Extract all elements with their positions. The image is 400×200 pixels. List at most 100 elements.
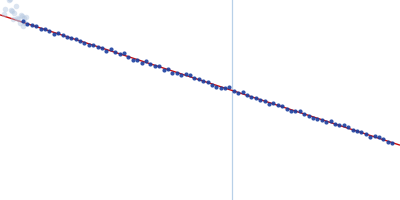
Point <box>143 60 149 63</box>
Point <box>134 58 140 62</box>
Point <box>7 0 13 1</box>
Point <box>90 43 96 46</box>
Point <box>130 58 136 61</box>
Point <box>327 119 334 123</box>
Point <box>160 68 167 71</box>
Point <box>17 13 24 16</box>
Point <box>152 64 158 68</box>
Point <box>169 71 176 75</box>
Point <box>112 51 118 54</box>
Point <box>200 80 206 83</box>
Point <box>156 64 162 67</box>
Point <box>178 73 184 77</box>
Point <box>340 124 347 127</box>
Point <box>59 33 66 36</box>
Point <box>15 18 22 21</box>
Point <box>187 73 193 77</box>
Point <box>108 48 114 51</box>
Point <box>253 96 259 100</box>
Point <box>125 55 132 58</box>
Point <box>279 104 286 107</box>
Point <box>103 49 110 53</box>
Point <box>257 98 264 101</box>
Point <box>218 87 224 90</box>
Point <box>240 90 246 94</box>
Point <box>72 37 79 41</box>
Point <box>174 71 180 75</box>
Point <box>77 40 83 43</box>
Point <box>16 21 23 24</box>
Point <box>222 86 228 89</box>
Point <box>266 102 272 105</box>
Point <box>376 136 382 139</box>
Point <box>389 141 395 144</box>
Point <box>301 113 307 116</box>
Point <box>209 83 215 86</box>
Point <box>235 91 242 95</box>
Point <box>116 53 123 56</box>
Point <box>138 62 145 65</box>
Point <box>380 138 386 141</box>
Point <box>196 77 202 80</box>
Point <box>354 129 360 132</box>
Point <box>37 27 44 30</box>
Point <box>314 118 320 121</box>
Point <box>121 52 127 55</box>
Point <box>371 135 378 138</box>
Point <box>22 16 29 19</box>
Point <box>94 45 101 48</box>
Point <box>14 16 21 19</box>
Point <box>318 118 325 122</box>
Point <box>9 10 16 13</box>
Point <box>147 63 154 66</box>
Point <box>284 107 290 110</box>
Point <box>42 28 48 31</box>
Point <box>1 12 7 16</box>
Point <box>345 125 351 128</box>
Point <box>24 23 30 26</box>
Point <box>362 133 369 136</box>
Point <box>297 109 303 112</box>
Point <box>262 100 268 103</box>
Point <box>323 121 329 124</box>
Point <box>28 24 35 27</box>
Point <box>22 21 28 24</box>
Point <box>81 41 88 44</box>
Point <box>20 25 26 28</box>
Point <box>204 80 211 84</box>
Point <box>10 17 16 21</box>
Point <box>2 8 8 11</box>
Point <box>244 94 250 97</box>
Point <box>213 85 220 89</box>
Point <box>248 95 255 98</box>
Point <box>191 77 198 80</box>
Point <box>13 4 20 7</box>
Point <box>231 89 237 92</box>
Point <box>46 29 52 33</box>
Point <box>20 19 26 22</box>
Point <box>11 11 18 14</box>
Point <box>288 110 294 113</box>
Point <box>292 110 299 113</box>
Point <box>384 140 391 144</box>
Point <box>33 25 39 28</box>
Point <box>270 102 277 105</box>
Point <box>305 115 312 118</box>
Point <box>275 104 281 107</box>
Point <box>86 44 92 47</box>
Point <box>18 14 25 17</box>
Point <box>358 130 364 133</box>
Point <box>55 31 61 34</box>
Point <box>165 67 171 71</box>
Point <box>336 124 342 127</box>
Point <box>367 136 373 139</box>
Point <box>64 36 70 39</box>
Point <box>332 123 338 126</box>
Point <box>6 0 12 1</box>
Point <box>226 86 233 89</box>
Point <box>99 46 105 49</box>
Point <box>310 116 316 120</box>
Point <box>20 16 27 19</box>
Point <box>50 32 57 36</box>
Point <box>8 8 14 11</box>
